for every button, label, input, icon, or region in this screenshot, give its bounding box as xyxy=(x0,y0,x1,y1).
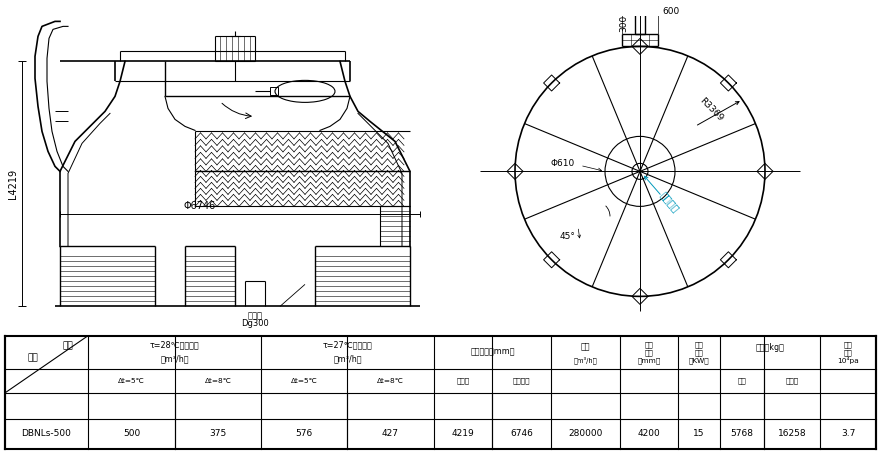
Text: 自重: 自重 xyxy=(737,377,746,384)
Text: 15: 15 xyxy=(693,429,705,438)
Text: Φ610: Φ610 xyxy=(551,159,575,168)
Text: 4219: 4219 xyxy=(452,429,474,438)
Text: 45°: 45° xyxy=(560,232,576,241)
Text: 576: 576 xyxy=(295,429,313,438)
Text: Δt=8℃: Δt=8℃ xyxy=(377,378,404,384)
Text: 进水方向: 进水方向 xyxy=(658,189,681,214)
Text: （m³/h）: （m³/h） xyxy=(333,355,362,364)
Text: Δt=8℃: Δt=8℃ xyxy=(204,378,232,384)
Text: DBNLs-500: DBNLs-500 xyxy=(21,429,71,438)
Text: 总高度: 总高度 xyxy=(456,377,470,384)
Text: 300: 300 xyxy=(619,15,628,32)
Text: Δt=5℃: Δt=5℃ xyxy=(291,378,317,384)
Text: （m³/h）: （m³/h） xyxy=(160,355,189,364)
Text: 运转重: 运转重 xyxy=(786,377,798,384)
Text: 直径: 直径 xyxy=(645,349,654,355)
Text: 重量（kg）: 重量（kg） xyxy=(756,343,784,352)
Text: 进水: 进水 xyxy=(844,341,853,348)
Text: 主要尺寸（mm）: 主要尺寸（mm） xyxy=(470,348,515,357)
Text: 电机: 电机 xyxy=(694,341,703,348)
Text: Dg300: Dg300 xyxy=(241,319,269,328)
Bar xyxy=(270,87,278,95)
Text: （mm）: （mm） xyxy=(637,357,661,364)
Text: 5768: 5768 xyxy=(730,429,753,438)
Text: 进水管: 进水管 xyxy=(248,311,263,320)
Text: 风量: 风量 xyxy=(581,343,590,352)
Text: 型号: 型号 xyxy=(27,354,39,363)
Text: Φ6746: Φ6746 xyxy=(184,202,216,212)
Text: 375: 375 xyxy=(210,429,226,438)
Text: 16258: 16258 xyxy=(778,429,806,438)
Text: 风机: 风机 xyxy=(645,341,654,348)
Text: Δt=5℃: Δt=5℃ xyxy=(118,378,145,384)
Text: τ=28℃冷却水量: τ=28℃冷却水量 xyxy=(150,341,199,350)
Text: L4219: L4219 xyxy=(8,169,18,199)
Text: R3369: R3369 xyxy=(698,97,725,124)
Text: 最大直径: 最大直径 xyxy=(513,377,530,384)
Text: 500: 500 xyxy=(122,429,140,438)
Text: 4200: 4200 xyxy=(638,429,661,438)
Text: 427: 427 xyxy=(382,429,399,438)
Text: 压力: 压力 xyxy=(844,349,853,355)
Text: 3.7: 3.7 xyxy=(840,429,855,438)
Text: （KW）: （KW） xyxy=(689,357,709,364)
Text: 600: 600 xyxy=(662,7,679,16)
Text: 6746: 6746 xyxy=(510,429,533,438)
Text: 功率: 功率 xyxy=(694,349,703,355)
Text: （m³/h）: （m³/h） xyxy=(574,356,597,364)
Text: τ=27℃冷却水量: τ=27℃冷却水量 xyxy=(322,341,373,350)
Text: 280000: 280000 xyxy=(568,429,603,438)
Text: 参数: 参数 xyxy=(63,342,73,351)
Text: 10⁴pa: 10⁴pa xyxy=(837,357,859,364)
